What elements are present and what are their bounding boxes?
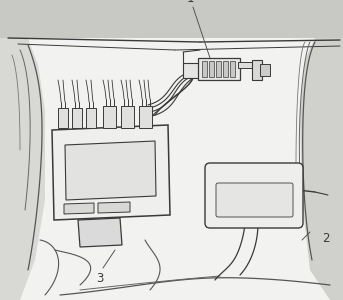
Polygon shape bbox=[300, 38, 343, 300]
Polygon shape bbox=[238, 62, 258, 68]
Polygon shape bbox=[223, 61, 228, 77]
Polygon shape bbox=[0, 0, 343, 38]
Polygon shape bbox=[139, 106, 152, 128]
Polygon shape bbox=[78, 218, 122, 247]
Polygon shape bbox=[52, 125, 170, 220]
Polygon shape bbox=[86, 108, 96, 128]
Polygon shape bbox=[209, 61, 214, 77]
Text: 1: 1 bbox=[186, 0, 194, 5]
Polygon shape bbox=[103, 106, 116, 128]
Polygon shape bbox=[72, 108, 82, 128]
Polygon shape bbox=[98, 202, 130, 213]
Polygon shape bbox=[216, 61, 221, 77]
Polygon shape bbox=[230, 61, 235, 77]
FancyBboxPatch shape bbox=[216, 183, 293, 217]
Text: 3: 3 bbox=[96, 272, 104, 285]
Polygon shape bbox=[202, 61, 207, 77]
Polygon shape bbox=[198, 58, 240, 80]
Polygon shape bbox=[183, 63, 200, 78]
Polygon shape bbox=[65, 141, 156, 200]
Polygon shape bbox=[0, 38, 45, 300]
Polygon shape bbox=[121, 106, 134, 128]
Polygon shape bbox=[252, 60, 262, 80]
Polygon shape bbox=[64, 203, 94, 214]
FancyBboxPatch shape bbox=[205, 163, 303, 228]
Polygon shape bbox=[58, 108, 68, 128]
Text: 2: 2 bbox=[322, 232, 330, 244]
Polygon shape bbox=[260, 64, 270, 76]
